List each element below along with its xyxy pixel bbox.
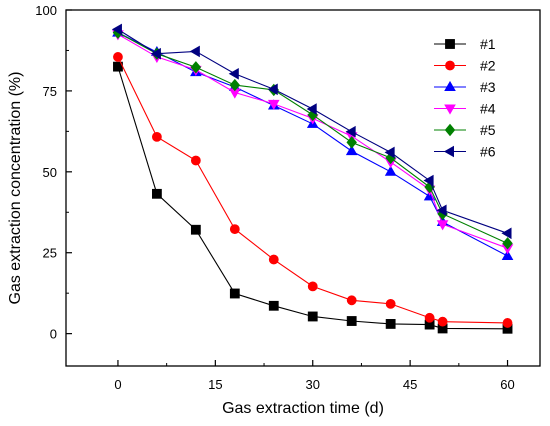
- legend-label: #2: [480, 58, 496, 74]
- legend-label: #5: [480, 122, 496, 138]
- legend-marker: [444, 123, 456, 137]
- legend-marker: [444, 104, 456, 115]
- data-point: [437, 316, 448, 327]
- data-point: [424, 312, 435, 323]
- legend-label: #1: [480, 36, 496, 52]
- data-point: [423, 174, 434, 187]
- data-point: [345, 125, 356, 138]
- legend-item: #2: [434, 58, 496, 74]
- data-point: [189, 45, 200, 58]
- legend-item: #3: [434, 79, 496, 95]
- data-point: [229, 288, 240, 299]
- x-tick-label: 0: [114, 377, 121, 392]
- data-point: [190, 61, 202, 74]
- series-layer: [111, 23, 514, 334]
- data-point: [268, 254, 279, 265]
- data-point: [150, 47, 161, 60]
- legend-marker: [445, 60, 455, 71]
- x-tick-label: 15: [208, 377, 222, 392]
- data-point: [346, 316, 357, 326]
- x-tick-label: 30: [306, 377, 320, 392]
- x-tick-label: 45: [403, 377, 417, 392]
- data-point: [267, 99, 280, 110]
- data-point: [436, 204, 447, 217]
- data-point: [501, 227, 512, 240]
- data-point: [152, 131, 162, 142]
- data-point: [307, 311, 318, 322]
- series-1: [113, 61, 513, 334]
- data-point: [384, 165, 397, 176]
- data-point: [228, 67, 239, 80]
- data-point: [190, 224, 201, 235]
- data-point: [307, 281, 318, 292]
- y-tick-label: 25: [43, 246, 57, 261]
- plot-frame: [65, 9, 541, 367]
- legend-item: #1: [434, 36, 496, 52]
- legend: #1 #2 #3 #4 #5 #6: [434, 36, 496, 160]
- data-point: [502, 318, 513, 328]
- legend-label: #3: [480, 79, 496, 95]
- series-6: [111, 23, 512, 240]
- y-tick-label: 0: [50, 327, 57, 342]
- data-point: [501, 249, 514, 260]
- data-point: [111, 23, 122, 36]
- data-point: [385, 298, 396, 309]
- data-point: [436, 220, 449, 231]
- data-point: [113, 52, 123, 62]
- legend-label: #6: [480, 144, 496, 160]
- data-point: [152, 188, 162, 199]
- y-tick-label: 100: [35, 3, 57, 18]
- y-tick-label: 75: [43, 84, 57, 99]
- data-point: [229, 224, 240, 235]
- data-point: [346, 295, 357, 306]
- data-point: [190, 155, 201, 166]
- data-point: [384, 146, 395, 159]
- data-point: [346, 136, 357, 149]
- legend-item: #4: [434, 101, 496, 117]
- y-axis-title: Gas extraction concentration (%): [7, 72, 24, 305]
- data-point: [306, 103, 317, 115]
- data-point: [345, 144, 358, 156]
- legend-item: #5: [434, 122, 496, 138]
- x-axis-title: Gas extraction time (d): [222, 400, 384, 417]
- data-point: [267, 83, 278, 96]
- data-point: [229, 78, 241, 92]
- legend-marker: [445, 39, 455, 49]
- y-tick-label: 50: [43, 165, 57, 180]
- legend-marker: [444, 80, 456, 91]
- ticks: 0 15 30 45 60 0 25 50 75 100: [35, 3, 514, 392]
- x-tick-label: 60: [500, 377, 514, 392]
- data-point: [502, 237, 513, 250]
- legend-marker: [443, 145, 454, 158]
- data-point: [268, 300, 279, 311]
- data-point: [385, 319, 396, 329]
- legend-label: #4: [480, 101, 496, 117]
- series-2: [113, 52, 513, 328]
- legend-item: #6: [434, 144, 496, 160]
